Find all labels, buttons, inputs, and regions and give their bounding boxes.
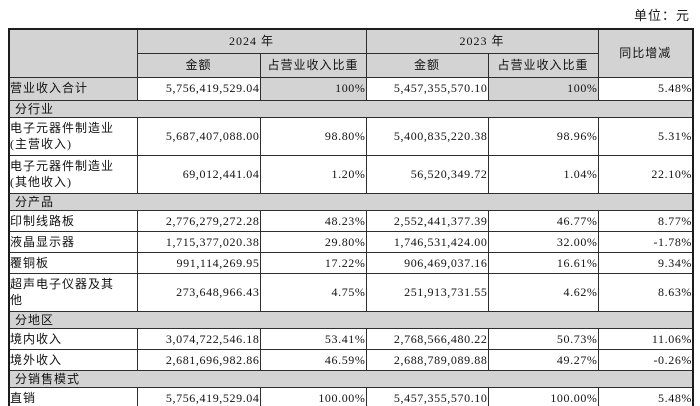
table-row: 境外收入 2,681,696,982.86 46.59% 2,688,789,089.… [8, 349, 694, 372]
corner-cell [8, 28, 138, 78]
amount-2024-cell: 5,756,419,529.04 [136, 76, 261, 101]
amount-2023-cell: 2,768,566,480.22 [365, 328, 489, 351]
yoy-cell: 11.06% [597, 328, 694, 351]
amount-2024-cell: 1,715,377,020.38 [136, 230, 261, 253]
ratio-2023-cell: 16.61% [487, 251, 599, 274]
ratio-2024-header: 占营业收入比重 [259, 52, 367, 78]
section-row: 分销售模式 [8, 370, 694, 389]
row-label: 直销 [8, 387, 138, 406]
ratio-2024-cell: 98.80% [259, 116, 367, 156]
row-label: 液晶显示器 [8, 230, 138, 253]
amount-2024-cell: 2,681,696,982.86 [136, 349, 261, 372]
yoy-cell: 8.77% [597, 209, 694, 232]
table-row: 液晶显示器 1,715,377,020.38 29.80% 1,746,531,424… [8, 230, 694, 253]
table-header: 2024 年 2023 年 同比增减 金额 占营业收入比重 金额 占营业收入比重 [8, 28, 694, 78]
yoy-cell: 8.63% [597, 272, 694, 312]
amount-2023-header: 金额 [365, 52, 489, 78]
year-2024-header: 2024 年 [136, 28, 367, 54]
amount-2024-cell: 5,687,407,088.00 [136, 116, 261, 156]
ratio-2023-cell: 1.04% [487, 154, 599, 194]
yoy-cell: 5.31% [597, 116, 694, 156]
amount-2024-cell: 273,648,966.43 [136, 272, 261, 312]
amount-2023-cell: 5,400,835,220.38 [365, 116, 489, 156]
ratio-2023-cell: 46.77% [487, 209, 599, 232]
amount-2023-cell: 2,688,789,089.88 [365, 349, 489, 372]
amount-2024-cell: 991,114,269.95 [136, 251, 261, 274]
row-label: 印制线路板 [8, 209, 138, 232]
ratio-2024-cell: 4.75% [259, 272, 367, 312]
section-row: 分产品 [8, 192, 694, 211]
row-label: 营业收入合计 [8, 76, 138, 101]
ratio-2024-cell: 46.59% [259, 349, 367, 372]
yoy-cell: 5.48% [597, 76, 694, 101]
table-body: 营业收入合计 5,756,419,529.04 100% 5,457,355,570.… [8, 76, 694, 406]
header-row-columns: 金额 占营业收入比重 金额 占营业收入比重 [9, 52, 693, 78]
unit-label: 单位：元 [633, 8, 690, 23]
amount-2024-header: 金额 [136, 52, 261, 78]
table-row: 电子元器件制造业 (主营收入) 5,687,407,088.00 98.80% 5,4… [8, 116, 694, 156]
amount-2023-cell: 906,469,037.16 [365, 251, 489, 274]
yoy-cell: 5.48% [597, 387, 694, 406]
yoy-cell: 9.34% [597, 251, 694, 274]
ratio-2024-cell: 100.00% [259, 387, 367, 406]
year-2023-header: 2023 年 [365, 28, 599, 54]
ratio-2023-cell: 100.00% [487, 387, 599, 406]
ratio-2023-cell: 100% [487, 76, 599, 101]
row-label: 电子元器件制造业 (其他收入) [8, 154, 138, 194]
amount-2023-cell: 1,746,531,424.00 [365, 230, 489, 253]
row-label: 覆铜板 [8, 251, 138, 274]
table-row: 电子元器件制造业 (其他收入) 69,012,441.04 1.20% 56,520,… [8, 154, 694, 194]
section-label: 分销售模式 [8, 370, 694, 389]
amount-2024-cell: 69,012,441.04 [136, 154, 261, 194]
ratio-2023-cell: 4.62% [487, 272, 599, 312]
ratio-2023-cell: 32.00% [487, 230, 599, 253]
amount-2023-cell: 5,457,355,570.10 [365, 387, 489, 406]
section-label: 分产品 [8, 192, 694, 211]
row-label: 超声电子仪器及其 他 [8, 272, 138, 312]
table-row: 覆铜板 991,114,269.95 17.22% 906,469,037.16 16.… [8, 251, 694, 274]
ratio-2023-cell: 49.27% [487, 349, 599, 372]
ratio-2024-cell: 48.23% [259, 209, 367, 232]
yoy-cell: 22.10% [597, 154, 694, 194]
section-label: 分行业 [8, 99, 694, 118]
row-label: 境外收入 [8, 349, 138, 372]
ratio-2024-cell: 53.41% [259, 328, 367, 351]
amount-2024-cell: 2,776,279,272.28 [136, 209, 261, 232]
section-row: 分行业 [8, 99, 694, 118]
table-row: 超声电子仪器及其 他 273,648,966.43 4.75% 251,913,731… [8, 272, 694, 312]
section-row: 分地区 [8, 310, 694, 330]
amount-2023-cell: 2,552,441,377.39 [365, 209, 489, 232]
amount-2024-cell: 3,074,722,546.18 [136, 328, 261, 351]
ratio-2024-cell: 29.80% [259, 230, 367, 253]
ratio-2023-cell: 50.73% [487, 328, 599, 351]
yoy-cell: -0.26% [597, 349, 694, 372]
section-label: 分地区 [8, 310, 694, 330]
table-row: 营业收入合计 5,756,419,529.04 100% 5,457,355,570.… [8, 76, 694, 101]
ratio-2024-cell: 17.22% [259, 251, 367, 274]
header-row-years: 2024 年 2023 年 同比增减 [8, 28, 694, 78]
yoy-header: 同比增减 [597, 28, 694, 78]
ratio-2024-cell: 1.20% [259, 154, 367, 194]
table-row: 境内收入 3,074,722,546.18 53.41% 2,768,566,480.… [8, 328, 694, 351]
yoy-cell: -1.78% [597, 230, 694, 253]
row-label: 境内收入 [8, 328, 138, 351]
table-row: 印制线路板 2,776,279,272.28 48.23% 2,552,441,377… [8, 209, 694, 232]
amount-2023-cell: 56,520,349.72 [365, 154, 489, 194]
table-row: 直销 5,756,419,529.04 100.00% 5,457,355,570.1… [8, 387, 694, 406]
amount-2023-cell: 251,913,731.55 [365, 272, 489, 312]
ratio-2023-cell: 98.96% [487, 116, 599, 156]
ratio-2023-header: 占营业收入比重 [487, 52, 599, 78]
amount-2024-cell: 5,756,419,529.04 [136, 387, 261, 406]
ratio-2024-cell: 100% [259, 76, 367, 101]
revenue-breakdown-table: 2024 年 2023 年 同比增减 金额 占营业收入比重 金额 占营业收入比重… [8, 28, 695, 406]
amount-2023-cell: 5,457,355,570.10 [365, 76, 489, 101]
row-label: 电子元器件制造业 (主营收入) [8, 116, 138, 156]
